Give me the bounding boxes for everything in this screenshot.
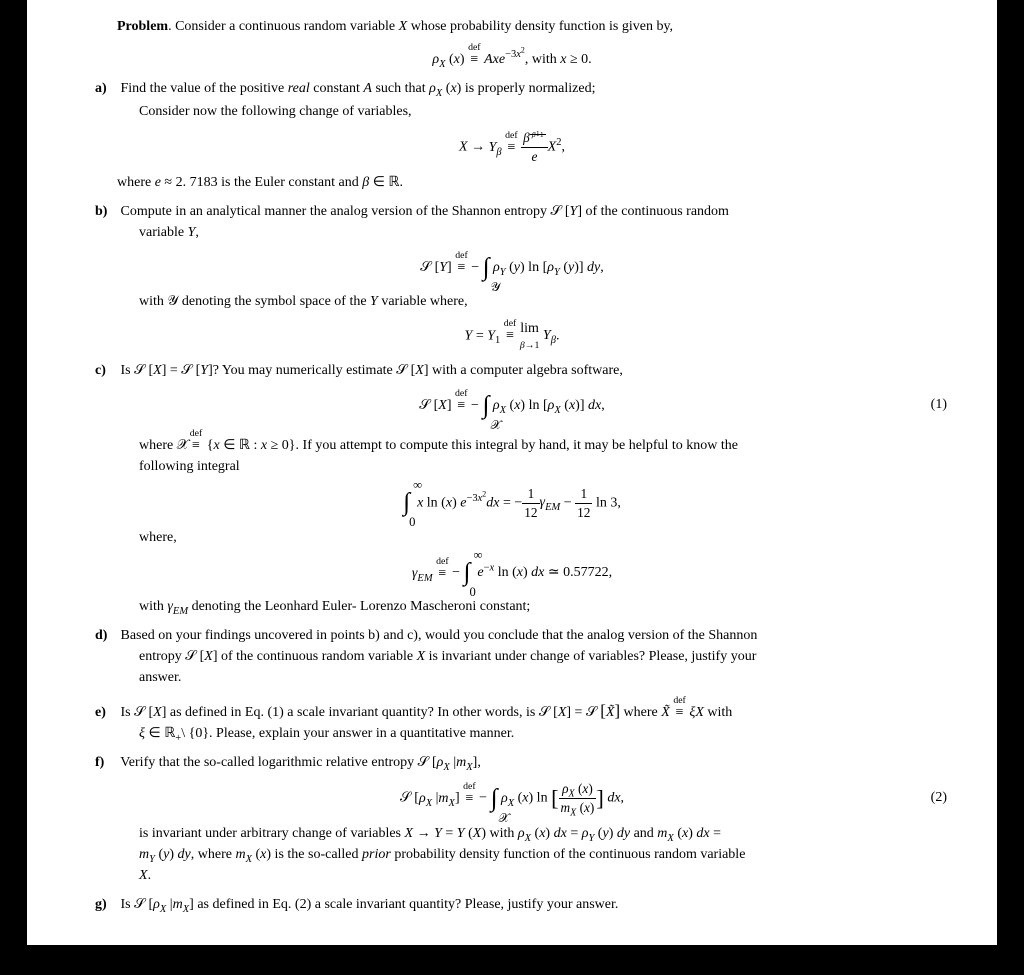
part-d-label: d) xyxy=(95,627,117,646)
part-a-label: a) xyxy=(95,80,117,99)
with-y-text: with 𝒴 denoting the symbol space of the … xyxy=(139,293,947,312)
part-g-label: g) xyxy=(95,896,117,915)
equation-relative-entropy: 𝒮 [ρX |mX] def≡ − ∫𝒳 ρX (x) ln [ρX (x)mX… xyxy=(77,780,947,817)
part-e-text: Is 𝒮 [X] as defined in Eq. (1) a scale i… xyxy=(121,705,733,720)
where-e-text: where e ≈ 2. 7183 is the Euler constant … xyxy=(117,174,947,193)
part-f-cont1: is invariant under arbitrary change of v… xyxy=(139,825,947,844)
part-f-cont3: X. xyxy=(139,867,947,886)
problem-intro: Problem. Consider a continuous random va… xyxy=(117,18,947,37)
part-f-text: Verify that the so-called logarithmic re… xyxy=(120,755,481,770)
consider-text: Consider now the following change of var… xyxy=(139,103,947,122)
equation-s-y: 𝒮 [Y] def≡ − ∫𝒴 ρY (y) ln [ρY (y)] dy, xyxy=(77,251,947,285)
part-b-cont: variable Y, xyxy=(139,224,947,243)
document-page: Problem. Consider a continuous random va… xyxy=(27,0,997,945)
part-d: d) Based on your findings uncovered in p… xyxy=(117,627,947,646)
equation-rho-x: ρX (x) def≡ Axe−3x2, with x ≥ 0. xyxy=(77,45,947,70)
part-c-text: Is 𝒮 [X] = 𝒮 [Y]? You may numerically es… xyxy=(121,363,623,378)
equation-y1: Y = Y1 def≡ limβ→1 Yβ. xyxy=(77,320,947,352)
with-gamma-text: with γEM denoting the Leonhard Euler- Lo… xyxy=(139,598,947,617)
part-c-label: c) xyxy=(95,362,117,381)
part-c: c) Is 𝒮 [X] = 𝒮 [Y]? You may numerically… xyxy=(117,362,947,381)
part-f-label: f) xyxy=(95,754,117,773)
part-d-cont1: entropy 𝒮 [X] of the continuous random v… xyxy=(139,648,947,667)
part-b: b) Compute in an analytical manner the a… xyxy=(117,203,947,222)
part-g-text: Is 𝒮 [ρX |mX] as defined in Eq. (2) a sc… xyxy=(121,897,619,912)
part-d-text: Based on your findings uncovered in poin… xyxy=(121,628,758,643)
part-g: g) Is 𝒮 [ρX |mX] as defined in Eq. (2) a… xyxy=(117,896,947,915)
part-b-label: b) xyxy=(95,203,117,222)
problem-label: Problem xyxy=(117,19,168,34)
part-e: e) Is 𝒮 [X] as defined in Eq. (1) a scal… xyxy=(117,698,947,723)
equation-number-1: (1) xyxy=(931,396,947,415)
equation-s-x: 𝒮 [X] def≡ − ∫𝒳 ρX (x) ln [ρX (x)] dx, (… xyxy=(77,389,947,423)
intro-text: . Consider a continuous random variable … xyxy=(168,19,673,34)
part-f: f) Verify that the so-called logarithmic… xyxy=(117,754,947,773)
part-d-cont2: answer. xyxy=(139,669,947,688)
where-x-text: where 𝒳def≡ {x ∈ ℝ : x ≥ 0}. If you atte… xyxy=(139,431,947,456)
part-e-cont: ξ ∈ ℝ+\ {0}. Please, explain your answer… xyxy=(139,725,947,744)
part-a: a) Find the value of the positive real c… xyxy=(117,80,947,99)
where-label: where, xyxy=(139,529,947,548)
part-a-text: Find the value of the positive real cons… xyxy=(121,81,596,96)
part-f-cont2: mY (y) dy, where mX (x) is the so-called… xyxy=(139,846,947,865)
equation-integral-hint: ∫0∞ x ln (x) e−3x2dx = −112γEM − 112 ln … xyxy=(77,485,947,522)
equation-gamma-em: γEM def≡ − ∫0∞ e−x ln (x) dx ≃ 0.57722, xyxy=(77,556,947,590)
equation-change-var: X → Yβ def≡ β1β−1eX2, xyxy=(77,129,947,166)
part-e-label: e) xyxy=(95,704,117,723)
part-b-text: Compute in an analytical manner the anal… xyxy=(121,204,729,219)
equation-number-2: (2) xyxy=(931,789,947,808)
where-x-cont: following integral xyxy=(139,458,947,477)
